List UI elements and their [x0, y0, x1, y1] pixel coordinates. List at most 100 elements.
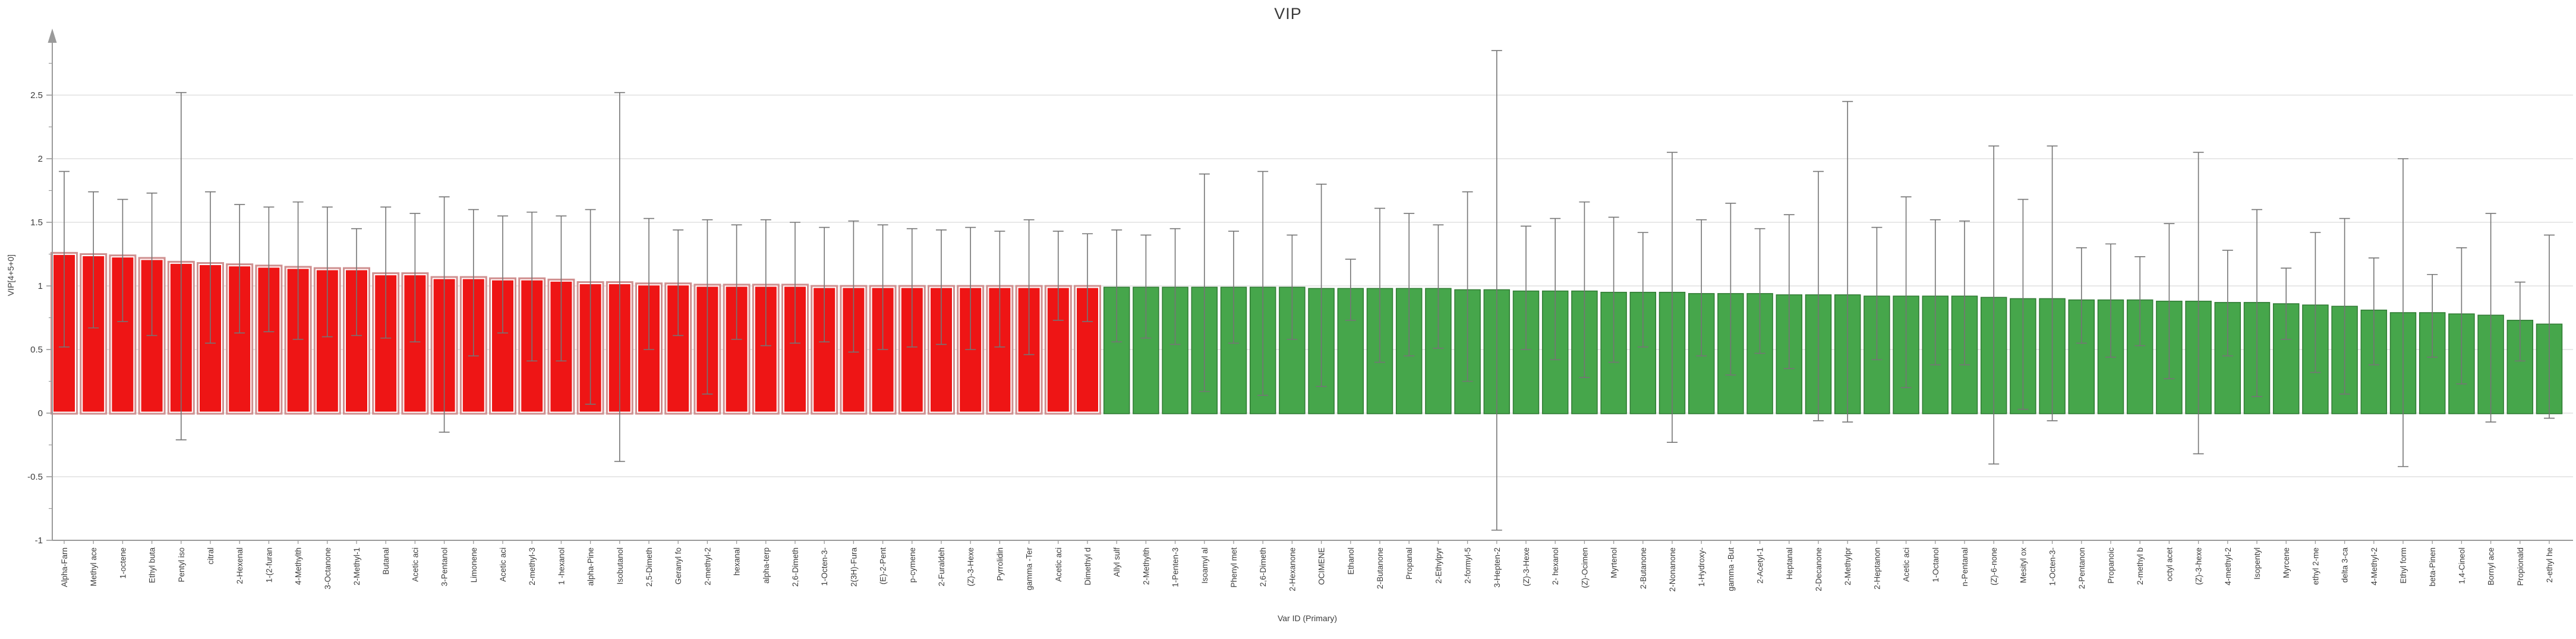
x-category-label: (Z)-6-none — [1989, 547, 1998, 586]
x-category-label: 2(3H)-Fura — [849, 547, 858, 587]
x-category-label: 2-methyl-2 — [703, 547, 712, 586]
x-category-label: 1,4-Cineol — [2457, 547, 2466, 584]
x-category-label: Limonene — [469, 547, 478, 583]
x-category-label: 2-Hexanone — [1288, 547, 1297, 591]
x-category-label: 2-methyl b — [2136, 547, 2145, 585]
x-category-label: Ethyl form — [2399, 547, 2408, 584]
x-category-label: Isobutanol — [616, 547, 625, 584]
x-category-label: Acetic aci — [1902, 547, 1911, 582]
x-category-label: Allyl sulf — [1112, 547, 1121, 577]
y-tick-label: 2.5 — [30, 90, 43, 100]
x-category-label: citral — [206, 547, 215, 565]
x-category-label: 2-Butanone — [1376, 547, 1385, 589]
x-category-label: 1-Octen-3- — [2048, 547, 2057, 586]
y-axis-arrow-icon — [48, 29, 57, 43]
y-tick-label: 0 — [38, 408, 43, 418]
x-category-label: hexanal — [733, 547, 742, 575]
x-category-label: octyl acet — [2165, 547, 2174, 581]
x-category-label: 3-Hepten-2 — [1493, 547, 1502, 588]
x-category-label: (Z)-3-Hexe — [966, 547, 975, 586]
vip-bar[interactable] — [664, 282, 692, 415]
x-category-label: Myrtenol — [1610, 547, 1619, 578]
x-category-label: 2-Methyl-1 — [352, 547, 361, 586]
y-tick-label: 0.5 — [30, 345, 43, 355]
x-category-label: Heptanal — [1785, 547, 1794, 580]
x-category-label: 2-Heptanon — [1872, 547, 1881, 590]
x-category-label: n-Pentanal — [1960, 547, 1969, 586]
x-category-label: 4-methyl-2 — [2224, 547, 2233, 586]
x-category-label: alpha-Pine — [587, 547, 595, 586]
x-category-label: (Z)-3-Hexe — [1522, 547, 1531, 586]
x-category-label: 1-Hydroxy- — [1697, 547, 1706, 587]
x-category-label: Pentyl iso — [177, 547, 186, 583]
x-category-label: ethyl 2-me — [2311, 547, 2320, 585]
x-category-label: 2-Nonanone — [1668, 547, 1677, 591]
x-category-label: p-cymene — [908, 547, 917, 583]
x-category-label: 2-Methylpr — [1843, 547, 1852, 586]
x-category-label: Acetic aci — [1054, 547, 1063, 582]
x-category-label: (Z)-3-hexe — [2195, 547, 2203, 585]
x-category-label: Ethanol — [1347, 547, 1355, 575]
x-category-label: 2,5-Dimeth — [645, 547, 654, 587]
x-category-label: 2-Acetyl-1 — [1756, 547, 1765, 584]
x-category-label: (Z)-Ocimen — [1580, 547, 1589, 588]
x-category-label: Isoamyl al — [1200, 547, 1209, 584]
x-category-label: Phenyl met — [1229, 547, 1238, 588]
y-tick-label: -1 — [35, 536, 43, 546]
x-category-label: alpha-terp — [762, 547, 771, 584]
x-category-label: 3-Pentanol — [440, 547, 449, 586]
x-category-label: 1 -hexanol — [557, 547, 566, 585]
x-category-label: 1-Octanol — [1931, 547, 1940, 583]
y-tick-label: -0.5 — [27, 472, 43, 482]
x-category-label: 2-Hexenal — [235, 547, 244, 584]
x-category-label: Acetic aci — [411, 547, 420, 582]
x-category-label: 2-Butanone — [1639, 547, 1648, 589]
x-category-label: 2- hexanol — [1551, 547, 1560, 585]
x-category-label: OCIMENE — [1317, 547, 1326, 585]
x-category-label: gamma -But — [1726, 547, 1735, 591]
x-category-label: 2-methyl-3 — [528, 547, 537, 586]
x-category-label: 3-Octanone — [323, 547, 332, 590]
x-category-label: 1-Octen-3- — [820, 547, 829, 586]
x-category-label: 2-formyl-5 — [1464, 547, 1473, 584]
x-category-label: 2-Decanone — [1814, 547, 1823, 591]
y-axis-label: VIP[4+5+0] — [6, 254, 15, 297]
x-category-label: (E)-2-Pent — [879, 547, 888, 585]
x-axis-label: Var ID (Primary) — [1277, 613, 1338, 623]
y-tick-label: 1.5 — [30, 218, 43, 228]
x-category-label: Butanal — [381, 547, 390, 575]
x-category-label: 2-Furaldeh — [937, 547, 946, 586]
x-category-label: Propanal — [1405, 547, 1414, 580]
x-category-label: 2-ethyl he — [2545, 547, 2554, 583]
x-category-label: 1-Penten-3 — [1171, 547, 1180, 587]
x-category-label: 1-octene — [118, 547, 127, 579]
x-category-label: Alpha-Farn — [60, 547, 69, 587]
vip-bar[interactable] — [372, 272, 400, 415]
x-category-label: 4-Methylth — [294, 547, 303, 585]
x-category-label: Acetic aci — [499, 547, 507, 582]
x-category-label: Ethyl buta — [148, 547, 157, 584]
y-tick-label: 2 — [38, 154, 43, 164]
x-category-label: Dimethyl d — [1083, 547, 1092, 586]
x-category-label: Propionald — [2516, 547, 2525, 586]
x-category-label: 2,6-Dimeth — [791, 547, 800, 587]
y-tick-label: 1 — [38, 281, 43, 291]
x-category-label: 1-(2-furan — [264, 547, 273, 583]
x-category-label: 2,6-Dimeth — [1259, 547, 1267, 587]
chart-title: VIP — [1274, 5, 1302, 23]
x-category-label: Isopentyl — [2253, 547, 2262, 580]
vip-bar[interactable] — [2126, 299, 2154, 414]
x-category-label: Mesityl ox — [2019, 547, 2028, 583]
x-category-label: gamma -Ter — [1025, 547, 1034, 590]
x-category-label: Bornyl ace — [2487, 547, 2496, 586]
x-category-label: beta-Pinen — [2428, 547, 2437, 586]
x-category-label: Pyrrolidin — [995, 547, 1004, 581]
x-category-label: Geranyl fo — [674, 547, 683, 584]
x-category-label: delta 3-ca — [2341, 547, 2350, 583]
x-category-label: 2-Methylth — [1142, 547, 1150, 585]
x-category-label: 2-Pentanon — [2077, 547, 2086, 589]
x-category-label: Propanoic — [2107, 547, 2115, 584]
x-category-label: 4-Methyl-2 — [2370, 547, 2379, 586]
